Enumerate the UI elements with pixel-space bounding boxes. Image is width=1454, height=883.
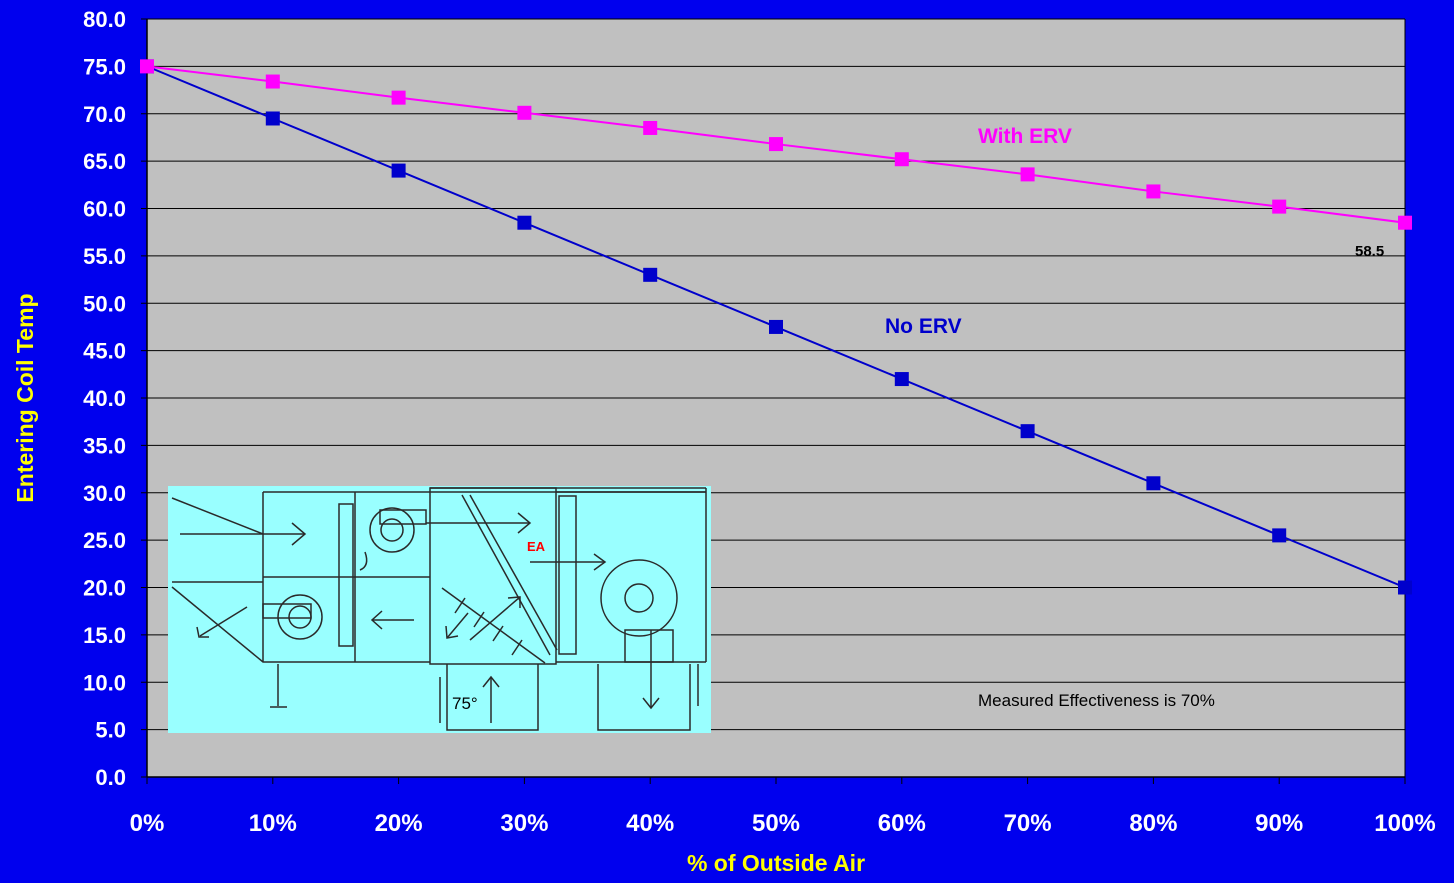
- series-layer: [140, 59, 1412, 595]
- end-value-label: 58.5: [1355, 243, 1384, 260]
- y-axis-ticks: 0.0 5.0 10.0 15.0 20.0 25.0 30.0 35.0 40.0 45.0 50…: [83, 7, 147, 790]
- x-tick-label: 80%: [1129, 810, 1177, 837]
- data-point-with-erv: [1272, 199, 1287, 214]
- data-point-with-erv: [140, 59, 154, 74]
- y-tick-label: 75.0: [83, 54, 126, 79]
- data-point-no-erv: [643, 267, 658, 282]
- y-tick-label: 15.0: [83, 623, 126, 648]
- data-point-with-erv: [769, 137, 783, 152]
- data-point-no-erv: [265, 111, 280, 126]
- data-point-no-erv: [894, 372, 909, 387]
- y-tick-label: 80.0: [83, 7, 126, 32]
- effectiveness-note: Measured Effectiveness is 70%: [978, 691, 1215, 710]
- series-label-no-erv: No ERV: [885, 315, 962, 338]
- data-point-no-erv: [1272, 528, 1287, 543]
- x-axis-title: % of Outside Air: [687, 850, 865, 876]
- y-tick-label: 35.0: [83, 433, 126, 458]
- y-tick-label: 50.0: [83, 291, 126, 316]
- data-point-no-erv: [1398, 580, 1412, 595]
- series-label-with-erv: With ERV: [978, 125, 1072, 148]
- x-tick-label: 30%: [500, 810, 548, 837]
- temperature-label: 75°: [452, 694, 478, 713]
- y-tick-label: 5.0: [95, 718, 126, 743]
- y-tick-label: 65.0: [83, 149, 126, 174]
- y-tick-label: 45.0: [83, 339, 126, 364]
- x-tick-label: 40%: [626, 810, 674, 837]
- x-tick-label: 20%: [375, 810, 423, 837]
- y-tick-label: 0.0: [95, 765, 126, 790]
- data-point-no-erv: [517, 215, 532, 230]
- y-tick-label: 10.0: [83, 670, 126, 695]
- data-point-with-erv: [517, 105, 532, 120]
- data-point-with-erv: [1146, 184, 1161, 199]
- y-tick-label: 30.0: [83, 481, 126, 506]
- ea-label: EA: [527, 539, 546, 554]
- x-axis-ticks: 0% 10% 20% 30% 40% 50% 60% 70% 80% 90% 100%: [130, 777, 1436, 837]
- y-tick-label: 20.0: [83, 576, 126, 601]
- data-point-no-erv: [769, 319, 783, 334]
- data-point-with-erv: [643, 120, 658, 135]
- ahu-inset-diagram: EA 75°: [168, 486, 711, 733]
- y-tick-label: 40.0: [83, 386, 126, 411]
- data-point-no-erv: [1146, 476, 1161, 491]
- y-tick-label: 55.0: [83, 244, 126, 269]
- data-point-no-erv: [391, 163, 406, 178]
- x-tick-label: 50%: [752, 810, 800, 837]
- data-point-no-erv: [1020, 424, 1035, 439]
- y-tick-label: 25.0: [83, 528, 126, 553]
- y-tick-label: 70.0: [83, 102, 126, 127]
- y-axis-title: Entering Coil Temp: [12, 293, 38, 502]
- x-tick-label: 90%: [1255, 810, 1303, 837]
- x-tick-label: 70%: [1004, 810, 1052, 837]
- x-tick-label: 0%: [130, 810, 165, 837]
- data-point-with-erv: [391, 90, 406, 105]
- y-tick-label: 60.0: [83, 197, 126, 222]
- data-point-with-erv: [894, 152, 909, 167]
- data-point-with-erv: [1020, 167, 1035, 182]
- x-tick-label: 100%: [1374, 810, 1435, 837]
- x-tick-label: 60%: [878, 810, 926, 837]
- data-point-with-erv: [1398, 215, 1412, 230]
- data-point-with-erv: [265, 74, 280, 89]
- x-tick-label: 10%: [249, 810, 297, 837]
